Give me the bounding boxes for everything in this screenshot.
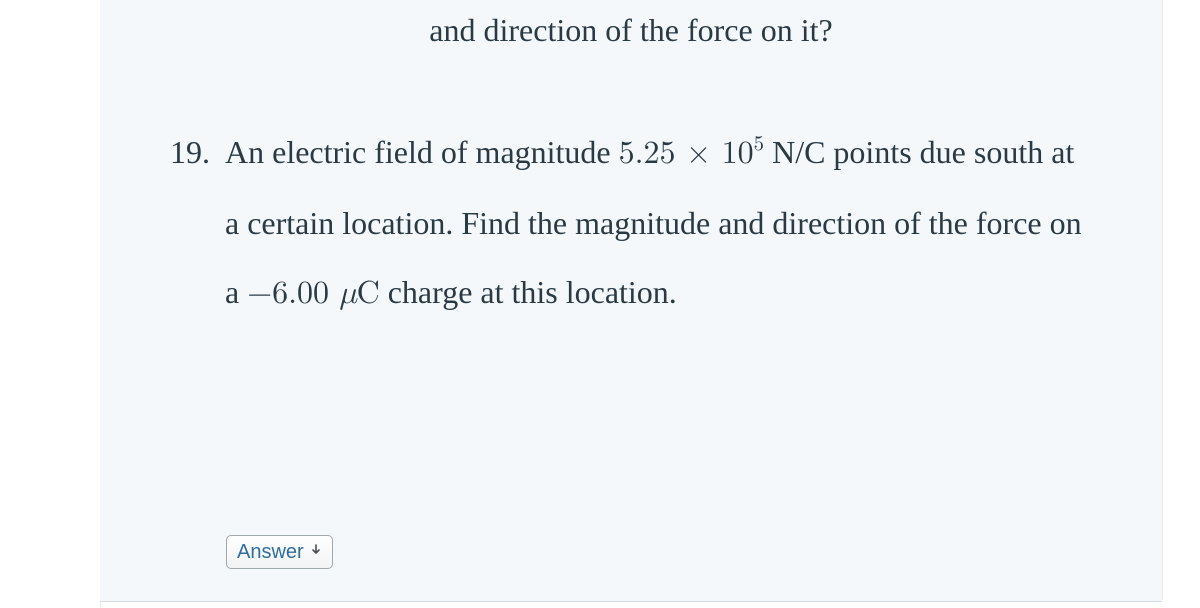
charge-number: −6.00 [247, 278, 339, 310]
problem-text-tail: charge at this location. [380, 274, 677, 310]
problem-text-lead: An electric field of magnitude [225, 134, 619, 170]
answer-button[interactable]: Answer [226, 535, 333, 569]
page-frame: and direction of the force on it? 19.An … [0, 0, 1200, 608]
problem-number: 19. [170, 118, 225, 187]
charge-unit: C [357, 278, 380, 310]
right-gutter [1162, 0, 1200, 608]
problem-body: An electric field of magnitude 5.25 × 10… [225, 118, 1085, 328]
charge-value: −6.00 μC [247, 278, 380, 310]
problem-19: 19.An electric field of magnitude 5.25 ×… [170, 118, 1092, 328]
value-base: 5.25 × 10 [619, 138, 754, 170]
fragment-text: and direction of the force on it? [429, 12, 832, 48]
content-panel: and direction of the force on it? 19.An … [100, 0, 1162, 602]
value-exponent: 5 [754, 134, 764, 155]
answer-button-label: Answer [237, 539, 304, 565]
previous-problem-fragment: and direction of the force on it? [100, 12, 1162, 49]
left-gutter [0, 0, 101, 608]
chevron-down-icon [310, 542, 322, 562]
mu-symbol: μ [340, 278, 357, 310]
field-magnitude-value: 5.25 × 105 [619, 138, 764, 170]
